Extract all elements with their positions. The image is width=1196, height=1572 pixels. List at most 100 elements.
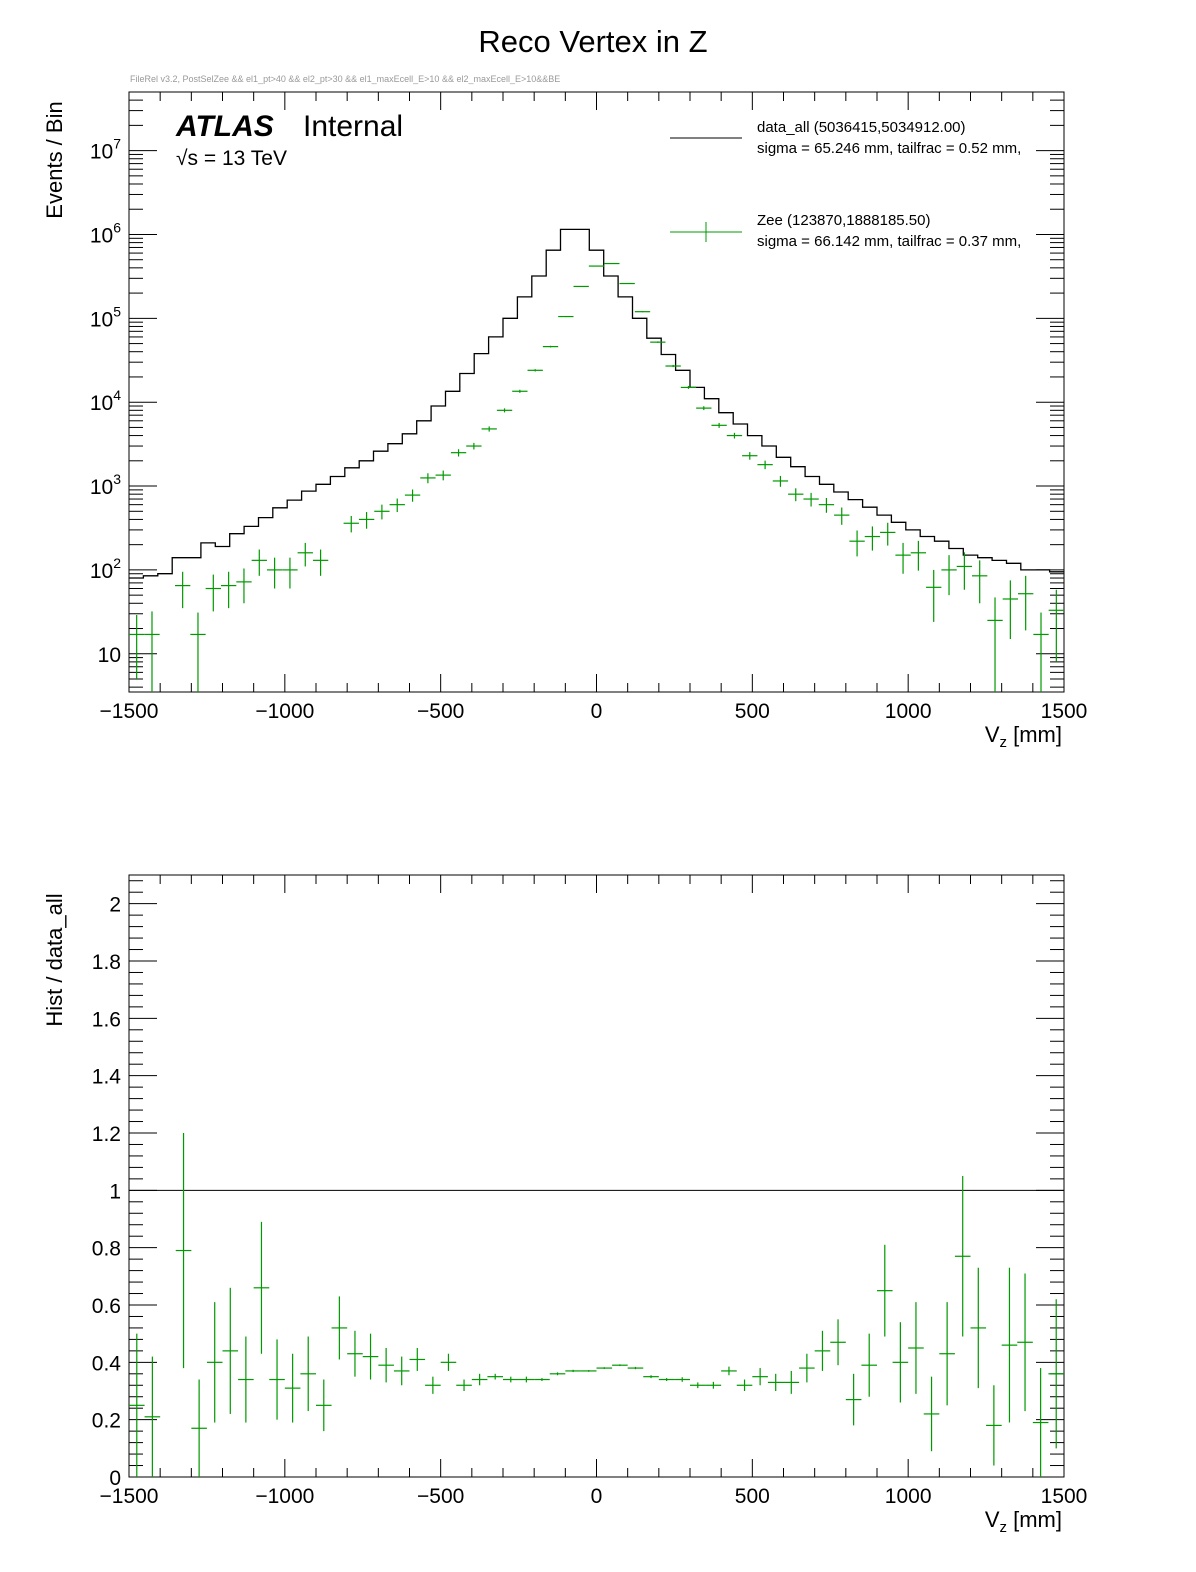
zee-point [1048,1299,1064,1449]
zee-point [425,1376,441,1394]
zee-point [941,555,957,596]
top-x-axis: −1500 −1000 −500 0 500 1000 1500 [100,92,1088,723]
y-tick-label: 1.8 [92,951,121,974]
zee-point [565,1369,581,1373]
zee-point [799,1353,815,1383]
zee-point [175,1133,192,1369]
atlas-status: Internal [303,110,403,143]
x-tick-label: 0 [591,700,603,723]
top-y-axis-label: Events / Bin [42,101,67,218]
y-tick-label: 1.6 [92,1008,121,1031]
y-tick-base: 10 [98,644,121,667]
zee-point [752,1368,768,1386]
zee-point [144,611,160,692]
zee-point [297,542,313,567]
x-tick-label: −1000 [255,1485,314,1508]
zee-point [466,442,482,450]
zee-point [129,1333,145,1477]
zee-point [690,1382,706,1389]
zee-point [711,422,727,428]
zee-point [300,1336,316,1412]
zee-point [362,1333,379,1380]
y-tick-base: 10 [90,392,113,415]
zee-point [409,1348,426,1371]
zee-point [1032,1368,1049,1477]
zee-point [803,492,819,507]
zee-point [864,526,881,551]
zee-point [674,1377,690,1382]
zee-point [596,1367,613,1369]
zee-point [282,557,298,589]
zee-point [818,498,835,513]
y-tick-label: 0 [109,1467,121,1490]
legend-zee-name: Zee (123870,1888185.50) [757,212,930,229]
energy-label: √s = 13 TeV [176,147,287,170]
zee-point [658,1378,675,1381]
zee-point [284,1353,301,1423]
y-tick-exponent: 5 [113,303,121,319]
zee-point [972,560,988,604]
y-tick-base: 10 [90,308,113,331]
y-tick-label: 0.8 [92,1238,121,1261]
x-tick-label: 0 [591,1485,603,1508]
zee-point [910,540,927,571]
y-tick-base: 10 [90,560,113,583]
y-tick-exponent: 7 [113,136,121,152]
top-plot-frame [128,91,1065,693]
zee-point [269,1339,285,1420]
zee-point [174,571,191,609]
zee-point [705,1381,722,1389]
zee-point [1048,589,1064,662]
zee-point [788,488,804,502]
zee-point [518,1376,535,1383]
zee-point [956,552,973,590]
bottom-plot-data [129,1133,1064,1477]
y-tick-label: 10 [98,644,121,667]
zee-point [190,612,206,692]
zee-point [238,1336,254,1423]
zee-point [129,614,145,680]
zee-point [970,1267,987,1389]
zee-point [144,1356,161,1477]
x-tick-label: 1500 [1041,700,1088,723]
zee-point [496,408,513,413]
zee-point [726,432,743,439]
zee-point [471,1373,488,1386]
bottom-y-axis: 0 0.2 0.4 0.6 0.8 1 1.2 1.4 1.6 1.8 2 [92,880,1064,1490]
y-tick-label: 2 [109,894,121,917]
legend-data-all-detail: sigma = 65.246 mm, tailfrac = 0.52 mm, [757,140,1021,157]
zee-point [440,1353,457,1371]
x-tick-label: −1500 [100,700,159,723]
x-tick-label: 1500 [1041,1485,1088,1508]
y-tick-base: 10 [90,476,113,499]
zee-point [222,1287,239,1414]
bottom-plot-frame [128,874,1065,1478]
zee-point [908,1302,924,1394]
zee-point [456,1379,472,1391]
zee-point [404,489,421,502]
chart-title: Reco Vertex in Z [478,24,707,59]
zee-point [757,460,773,470]
x-tick-label: −500 [417,700,464,723]
zee-point [619,282,635,285]
zee-point [487,1373,503,1380]
zee-point [266,557,283,589]
zee-point [481,426,497,432]
zee-point [634,311,651,313]
zee-point [573,285,589,288]
y-tick-label: 0.4 [92,1352,122,1375]
y-tick-label: 106 [90,219,121,247]
zee-point [895,542,911,574]
zee-point [696,406,712,411]
zee-point [191,1379,207,1477]
bottom-panel: 0 0.2 0.4 0.6 0.8 1 1.2 1.4 1.6 1.8 2 −1500 −1000 −5… [42,874,1088,1536]
zee-point [926,569,942,622]
zee-point [814,1330,831,1371]
zee-point [849,530,865,557]
zee-point [331,1296,348,1360]
legend: data_all (5036415,5034912.00) sigma = 65… [670,119,1021,250]
zee-point [534,1378,550,1381]
zee-point [220,571,237,609]
y-tick-base: 10 [90,141,113,164]
